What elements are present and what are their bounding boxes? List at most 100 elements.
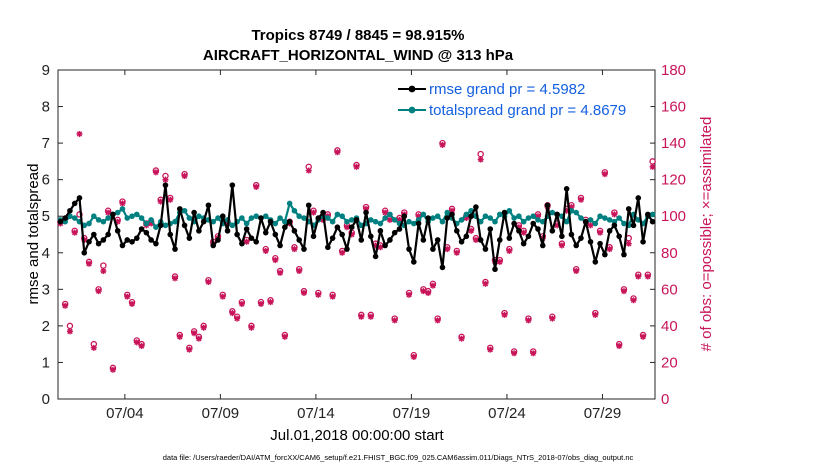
obs-assimilated-marker <box>649 163 656 170</box>
obs-assimilated-marker <box>296 268 303 275</box>
totalspread-point <box>329 218 336 225</box>
y-right-tick-label: 60 <box>661 281 678 298</box>
totalspread-point <box>282 218 288 225</box>
totalspread-point <box>387 211 393 218</box>
rmse-point <box>425 215 431 221</box>
rmse-point <box>105 231 111 238</box>
rmse-point <box>420 237 427 243</box>
totalspread-point <box>463 211 470 218</box>
rmse-point <box>329 235 336 241</box>
rmse-point <box>258 215 264 221</box>
rmse-point <box>587 239 594 245</box>
totalspread-point <box>243 220 250 227</box>
obs-assimilated-marker <box>272 257 279 264</box>
rmse-point <box>582 218 589 225</box>
rmse-point <box>463 233 470 240</box>
obs-assimilated-marker <box>554 222 561 229</box>
rmse-point <box>219 213 226 220</box>
rmse-point <box>492 266 498 273</box>
rmse-point <box>578 235 584 241</box>
obs-assimilated-marker <box>291 246 298 253</box>
totalspread-point <box>143 220 150 227</box>
rmse-point <box>229 182 236 188</box>
rmse-point <box>363 209 369 216</box>
totalspread-point <box>286 200 293 207</box>
obs-assimilated-marker <box>76 130 83 137</box>
legend-box <box>393 76 651 120</box>
totalspread-point <box>616 215 622 221</box>
rmse-point <box>325 244 331 251</box>
totalspread-point <box>602 215 608 221</box>
obs-assimilated-marker <box>563 207 570 214</box>
legend: rmse grand pr = 4.5982 totalspread grand… <box>393 76 651 120</box>
rmse-point <box>348 224 355 230</box>
totalspread-point <box>496 211 503 218</box>
rmse-point <box>616 233 622 240</box>
totalspread-point <box>344 218 350 225</box>
rmse-point <box>554 211 560 218</box>
rmse-point <box>597 240 603 247</box>
rmse-point <box>86 239 92 245</box>
rmse-point <box>134 235 140 241</box>
rmse-point <box>559 233 565 240</box>
totalspread-point <box>334 211 341 218</box>
rmse-point <box>95 240 102 247</box>
totalspread-point <box>71 215 78 221</box>
obs-assimilated-marker <box>138 342 145 349</box>
rmse-point <box>444 215 451 221</box>
totalspread-point <box>492 218 498 225</box>
totalspread-point <box>621 220 627 227</box>
totalspread-point <box>253 213 260 220</box>
totalspread-point <box>420 211 427 218</box>
totalspread-point <box>578 215 584 221</box>
rmse-point <box>473 204 479 210</box>
obs-assimilated-marker <box>549 315 556 322</box>
y-right-tick-label: 80 <box>661 245 678 262</box>
totalspread-point <box>372 218 379 225</box>
obs-assimilated-marker <box>592 311 599 318</box>
y-right-tick-label: 180 <box>661 62 686 79</box>
rmse-point <box>157 222 164 229</box>
obs-assimilated-marker <box>281 333 288 340</box>
rmse-point <box>563 186 570 192</box>
rmse-point <box>253 239 260 245</box>
totalspread-point <box>186 215 193 221</box>
totalspread-point <box>172 218 178 225</box>
totalspread-point <box>649 211 656 218</box>
obs-assimilated-marker <box>157 198 164 205</box>
totalspread-point <box>119 206 126 212</box>
totalspread-point <box>153 224 159 230</box>
x-tick-label: 07/19 <box>393 405 431 422</box>
rmse-point <box>339 231 345 238</box>
obs-assimilated-marker <box>100 268 107 275</box>
y-right-tick-label: 140 <box>661 135 686 152</box>
rmse-point <box>262 229 269 236</box>
obs-assimilated-marker <box>114 218 121 225</box>
y-tick-label: 3 <box>42 281 50 298</box>
rmse-point <box>635 195 642 201</box>
rmse-point <box>310 233 317 240</box>
obs-assimilated-marker <box>644 273 651 280</box>
footnote: data file: /Users/raeder/DAI/ATM_forcXX/… <box>163 453 634 462</box>
legend-rmse-label: rmse grand pr = 4.5982 <box>429 81 585 98</box>
obs-assimilated-marker <box>439 141 446 148</box>
rmse-point <box>640 239 646 245</box>
totalspread-point <box>487 215 494 221</box>
y-tick-label: 7 <box>42 135 50 152</box>
right-y-ticks: 0 20 40 60 80 100 120 140 160 180 <box>650 62 686 408</box>
totalspread-point <box>86 220 92 227</box>
totalspread-point <box>229 222 236 229</box>
obs-assimilated-marker <box>425 289 432 296</box>
obs-assimilated-marker <box>124 293 131 300</box>
totalspread-point <box>506 207 513 214</box>
rmse-point <box>406 246 412 252</box>
obs-assimilated-marker <box>267 299 274 306</box>
rmse-point <box>167 231 174 238</box>
obs-assimilated-marker <box>358 313 365 320</box>
obs-assimilated-marker <box>372 242 379 249</box>
rmse-point <box>449 211 455 218</box>
totalspread-point <box>100 218 107 225</box>
obs-assimilated-marker <box>587 222 594 229</box>
totalspread-point <box>439 218 446 225</box>
rmse-point <box>62 215 68 221</box>
